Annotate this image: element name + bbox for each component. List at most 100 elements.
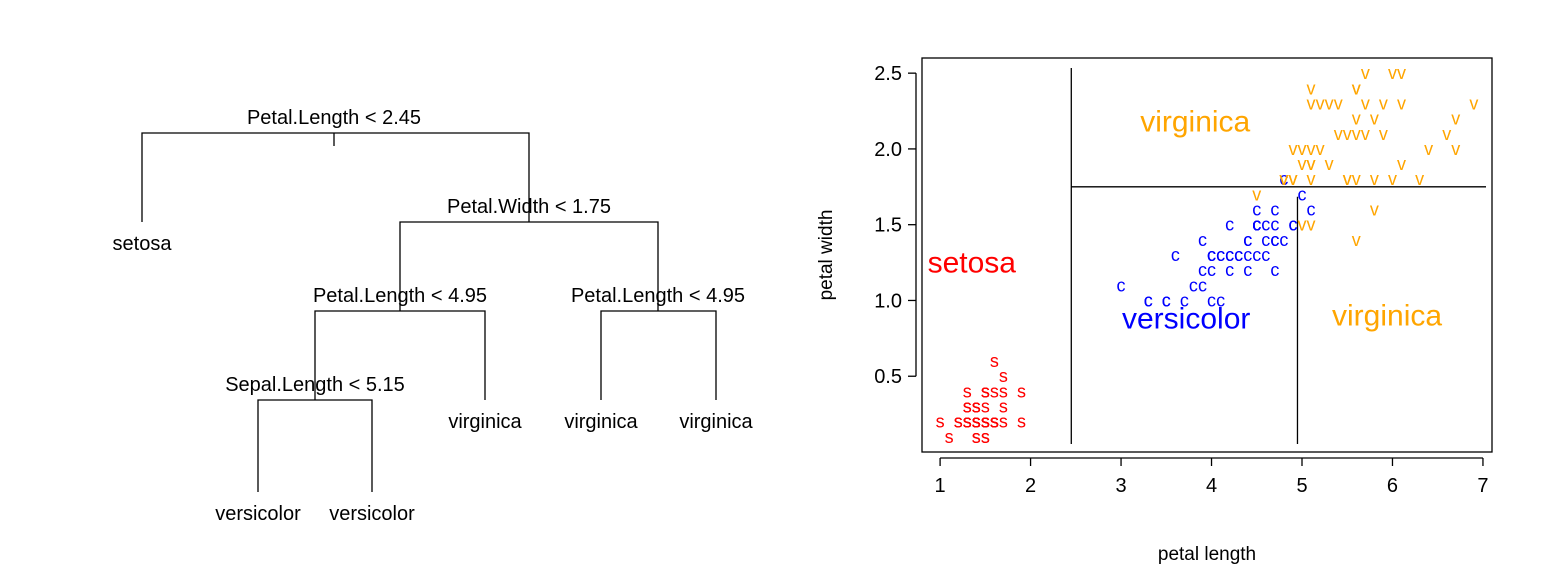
- data-point: s: [999, 397, 1008, 417]
- x-tick-label: 4: [1206, 475, 1217, 497]
- data-point: s: [981, 412, 990, 432]
- data-point: v: [1252, 184, 1261, 204]
- tree-branch-root: [141, 132, 530, 222]
- data-point: c: [1216, 245, 1225, 265]
- region-label: versicolor: [1122, 303, 1250, 336]
- data-point: v: [1352, 109, 1361, 129]
- data-point: s: [990, 381, 999, 401]
- data-point: v: [1469, 93, 1478, 113]
- data-point: v: [1370, 109, 1379, 129]
- data-point: v: [1288, 169, 1297, 189]
- data-point: s: [972, 397, 981, 417]
- data-point: c: [1288, 215, 1297, 235]
- data-point: c: [1189, 275, 1198, 295]
- data-point: c: [1198, 260, 1207, 280]
- data-point: s: [963, 397, 972, 417]
- tree-split-label: Petal.Width < 1.75: [447, 196, 611, 218]
- scatter-partition-panel: 1 2 3 4 5 6 7 0.5 1.0 1.5 2.0 2.5 petal length petal …: [816, 57, 1493, 565]
- data-point: v: [1352, 230, 1361, 250]
- data-point: s: [972, 412, 981, 432]
- data-point: c: [1252, 215, 1261, 235]
- data-point: c: [1261, 245, 1270, 265]
- data-point: c: [1252, 215, 1261, 235]
- data-point: v: [1316, 139, 1325, 159]
- data-point: v: [1307, 139, 1316, 159]
- data-point: s: [990, 412, 999, 432]
- decision-tree-panel: Petal.Length < 2.45 setosa Petal.Width < 1…: [113, 107, 754, 525]
- data-point: c: [1225, 260, 1234, 280]
- tree-leaf-label: virginica: [448, 411, 522, 433]
- data-point: s: [981, 412, 990, 432]
- data-point: v: [1343, 169, 1352, 189]
- data-point: v: [1334, 93, 1343, 113]
- data-point: s: [981, 381, 990, 401]
- data-point: v: [1307, 169, 1316, 189]
- data-point: c: [1270, 260, 1279, 280]
- data-point: v: [1279, 169, 1288, 189]
- x-tick-label: 5: [1296, 475, 1307, 497]
- data-point: s: [945, 427, 954, 447]
- data-point: v: [1424, 139, 1433, 159]
- data-point: v: [1288, 139, 1297, 159]
- data-point: c: [1225, 215, 1234, 235]
- data-point: c: [1162, 290, 1171, 310]
- tree-split-label: Sepal.Length < 5.15: [225, 374, 405, 396]
- data-point: v: [1442, 124, 1451, 144]
- data-point: v: [1361, 63, 1370, 83]
- data-point: v: [1307, 154, 1316, 174]
- tree-split-label: Petal.Length < 4.95: [571, 285, 745, 307]
- data-point: s: [981, 412, 990, 432]
- data-point: v: [1370, 169, 1379, 189]
- data-point: v: [1325, 154, 1334, 174]
- data-point: s: [972, 397, 981, 417]
- data-point: v: [1379, 124, 1388, 144]
- data-point: s: [972, 427, 981, 447]
- data-point: c: [1261, 215, 1270, 235]
- data-point: v: [1451, 139, 1460, 159]
- tree-split-label: Petal.Length < 4.95: [313, 285, 487, 307]
- data-point: s: [972, 412, 981, 432]
- data-point: c: [1207, 245, 1216, 265]
- data-point: v: [1298, 154, 1307, 174]
- data-point: v: [1343, 169, 1352, 189]
- data-point: c: [1279, 230, 1288, 250]
- data-point: v: [1370, 200, 1379, 220]
- data-point: s: [954, 412, 963, 432]
- data-point: s: [1017, 381, 1026, 401]
- region-label: virginica: [1140, 106, 1250, 139]
- data-point: s: [963, 412, 972, 432]
- data-point: s: [963, 412, 972, 432]
- tree-leaf-label: virginica: [679, 411, 753, 433]
- data-point: v: [1316, 93, 1325, 113]
- data-point: c: [1252, 215, 1261, 235]
- data-point: s: [990, 412, 999, 432]
- data-point: v: [1279, 169, 1288, 189]
- data-point: s: [981, 397, 990, 417]
- data-point: s: [981, 381, 990, 401]
- data-point: c: [1252, 215, 1261, 235]
- data-point: v: [1397, 154, 1406, 174]
- data-point: v: [1325, 93, 1334, 113]
- data-point: v: [1298, 139, 1307, 159]
- tree-leaf-label: setosa: [113, 233, 173, 255]
- y-axis-title: petal width: [816, 210, 837, 301]
- data-point: c: [1225, 245, 1234, 265]
- data-point: c: [1261, 230, 1270, 250]
- data-point: c: [1234, 245, 1243, 265]
- data-point: v: [1379, 93, 1388, 113]
- data-point: v: [1352, 78, 1361, 98]
- data-point: c: [1216, 290, 1225, 310]
- data-point: c: [1270, 215, 1279, 235]
- data-point: c: [1243, 230, 1252, 250]
- data-point: c: [1144, 290, 1153, 310]
- data-point: c: [1207, 245, 1216, 265]
- tree-leaf-label: versicolor: [215, 503, 301, 525]
- data-point: c: [1207, 290, 1216, 310]
- y-tick-label: 0.5: [874, 366, 902, 388]
- data-point: c: [1207, 245, 1216, 265]
- tree-split-label: Petal.Length < 2.45: [247, 107, 421, 129]
- y-tick-label: 2.5: [874, 63, 902, 85]
- x-tick-label: 1: [935, 475, 946, 497]
- data-point: s: [963, 381, 972, 401]
